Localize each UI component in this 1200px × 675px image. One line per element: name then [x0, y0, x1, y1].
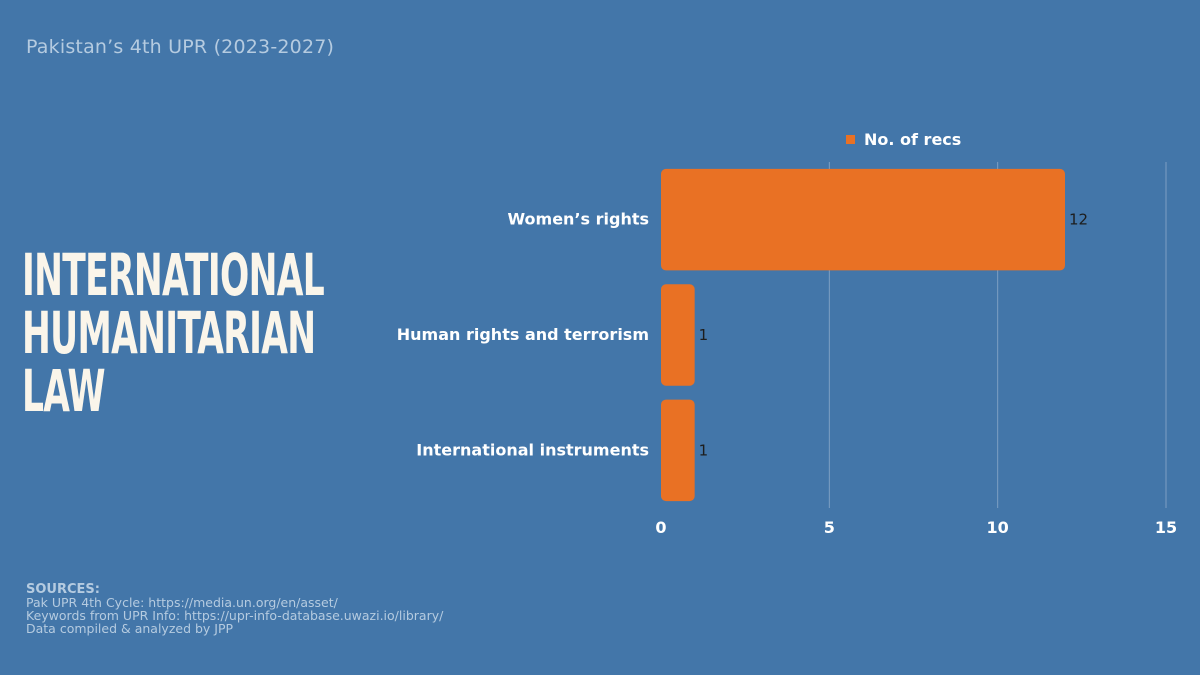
x-tick-label: 5 — [824, 518, 835, 537]
legend-swatch — [846, 135, 855, 144]
x-tick-label: 0 — [655, 518, 666, 537]
data-label: 12 — [1069, 211, 1088, 229]
source-line: Keywords from UPR Info: https://upr-info… — [26, 608, 444, 623]
page-title: INTERNATIONAL HUMANITARIAN LAW — [22, 241, 325, 425]
bar — [661, 284, 695, 386]
sources-heading: SOURCES: — [26, 582, 100, 597]
title-line: LAW — [22, 357, 106, 425]
category-label: Human rights and terrorism — [397, 325, 649, 344]
title-line: INTERNATIONAL — [22, 241, 325, 309]
bar — [661, 399, 695, 502]
x-tick-label: 10 — [987, 518, 1009, 537]
data-label: 1 — [699, 326, 709, 344]
bar — [661, 168, 1065, 271]
source-line: Data compiled & analyzed by JPP — [26, 621, 234, 636]
sources-block: SOURCES: Pak UPR 4th Cycle: https://medi… — [26, 583, 443, 635]
x-tick-label: 15 — [1155, 518, 1177, 537]
chart-subtitle: Pakistan’s 4th UPR (2023-2027) — [26, 36, 335, 58]
category-label: International instruments — [416, 440, 649, 459]
source-line: Pak UPR 4th Cycle: https://media.un.org/… — [26, 595, 338, 610]
legend-label: No. of recs — [864, 130, 961, 149]
category-label: Women’s rights — [507, 210, 649, 229]
title-line: HUMANITARIAN — [22, 299, 316, 367]
data-label: 1 — [699, 441, 709, 459]
